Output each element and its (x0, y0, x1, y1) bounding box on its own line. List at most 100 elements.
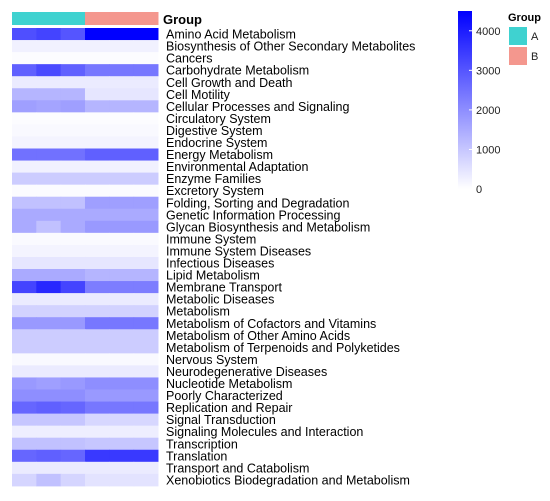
heatmap-cell (36, 148, 62, 162)
heatmap-cell (84, 449, 110, 463)
row-label: Poorly Characterized (166, 389, 283, 403)
heatmap-cell (60, 88, 86, 101)
heatmap-cell (84, 196, 110, 210)
heatmap-cell (109, 329, 135, 342)
heatmap-cell (84, 220, 110, 234)
heatmap-cell (109, 28, 135, 41)
heatmap-cell (109, 220, 135, 234)
row-label: Genetic Information Processing (166, 208, 340, 222)
group-legend-items: AB (509, 27, 539, 65)
heatmap-cell (84, 64, 110, 77)
heatmap-cell (60, 40, 86, 53)
heatmap-cell (133, 256, 159, 270)
heatmap-cell (36, 112, 62, 125)
heatmap-cell (60, 76, 86, 89)
heatmap-cell (109, 377, 135, 390)
row-label: Transcription (166, 437, 238, 451)
row-label: Carbohydrate Metabolism (166, 64, 309, 78)
row-label: Digestive System (166, 124, 263, 138)
heatmap-cell (36, 401, 62, 415)
heatmap-cell (36, 413, 62, 427)
legend-label: B (531, 51, 538, 63)
row-label: Glycan Biosynthesis and Metabolism (166, 220, 370, 234)
annotation-cell-A (60, 12, 86, 25)
heatmap-cell (60, 425, 86, 439)
heatmap-cell (36, 88, 62, 101)
heatmap-cell (60, 220, 86, 234)
heatmap-cell (12, 88, 37, 101)
row-label: Membrane Transport (166, 281, 283, 295)
heatmap-cell (60, 281, 86, 294)
heatmap-cell (60, 341, 86, 354)
heatmap-cell (133, 473, 159, 487)
heatmap-cell (109, 473, 135, 487)
row-label: Metabolism of Cofactors and Vitamins (166, 317, 376, 331)
heatmap-cell (12, 256, 37, 270)
heatmap-cell (109, 88, 135, 101)
heatmap-cell (12, 136, 37, 149)
heatmap-cell (36, 208, 62, 222)
heatmap-cell (84, 76, 110, 89)
heatmap-cell (84, 148, 110, 162)
heatmap-cell (133, 52, 159, 65)
heatmap-cell (109, 208, 135, 222)
heatmap-cell (133, 160, 159, 174)
row-label: Replication and Repair (166, 401, 292, 415)
row-label: Energy Metabolism (166, 148, 273, 162)
heatmap-cell (109, 124, 135, 137)
heatmap-cell (133, 172, 159, 186)
heatmap-cell (84, 353, 110, 366)
heatmap-cell (36, 389, 62, 403)
heatmap-cell (133, 112, 159, 125)
heatmap-cell (36, 449, 62, 463)
heatmap-cell (36, 281, 62, 294)
heatmap-cell (60, 317, 86, 330)
heatmap-cell (109, 305, 135, 318)
heatmap-cell (133, 389, 159, 403)
heatmap-cell (133, 220, 159, 234)
colorbar (458, 11, 472, 189)
heatmap-cell (84, 124, 110, 137)
colorbar-tick-label: 1000 (476, 144, 500, 156)
colorbar-tick-label: 3000 (476, 65, 500, 77)
heatmap-cell (36, 100, 62, 113)
heatmap-cell (60, 437, 86, 451)
heatmap-cell (133, 353, 159, 366)
colorbar-ticks: 0 1000 2000 3000 4000 (469, 26, 500, 196)
heatmap-cell (133, 425, 159, 439)
heatmap-cell (12, 184, 37, 198)
heatmap-cell (36, 305, 62, 318)
heatmap-cell (60, 413, 86, 427)
heatmap-cell (36, 160, 62, 174)
heatmap-cell (12, 293, 37, 306)
row-label: Signal Transduction (166, 413, 276, 427)
heatmap-cell (60, 52, 86, 65)
heatmap-cell (84, 28, 110, 41)
heatmap-cell (84, 317, 110, 330)
group-legend-title: Group (508, 12, 541, 24)
heatmap-cell (36, 293, 62, 306)
legend-swatch-A (509, 27, 527, 45)
heatmap-cell (36, 28, 62, 41)
heatmap-cell (36, 220, 62, 234)
heatmap-cell (60, 269, 86, 282)
row-label: Environmental Adaptation (166, 160, 309, 174)
heatmap-cell (109, 184, 135, 198)
heatmap-cell (109, 40, 135, 53)
heatmap-cell (84, 293, 110, 306)
heatmap-cell (84, 461, 110, 475)
heatmap-cell (133, 293, 159, 306)
row-label: Circulatory System (166, 112, 271, 126)
heatmap-cell (12, 148, 37, 162)
heatmap-cell (109, 256, 135, 270)
colorbar-legend: 0 1000 2000 3000 4000 (458, 11, 500, 196)
heatmap-cell (60, 377, 86, 390)
heatmap-cell (60, 449, 86, 463)
row-label: Metabolism of Terpenoids and Polyketides (166, 341, 400, 355)
heatmap-cell (12, 377, 37, 390)
heatmap-cell (60, 160, 86, 174)
heatmap-cell (133, 40, 159, 53)
heatmap-cell (12, 64, 37, 77)
heatmap-cell (84, 401, 110, 415)
heatmap-cell (109, 437, 135, 451)
